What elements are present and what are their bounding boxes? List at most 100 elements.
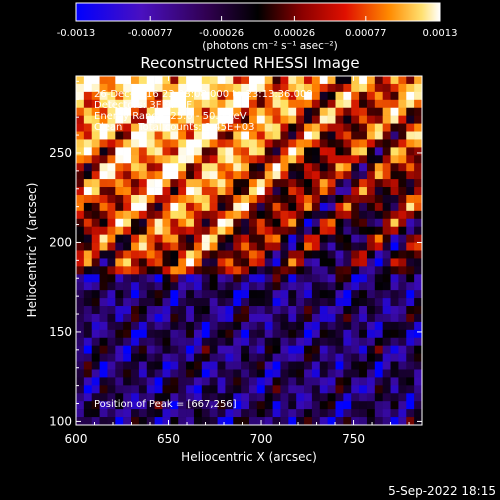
heatmap-cell xyxy=(123,194,132,204)
heatmap-cell xyxy=(138,409,148,418)
heatmap-cell xyxy=(264,274,273,283)
heatmap-cell xyxy=(304,250,313,259)
heatmap-cell xyxy=(406,163,415,172)
heatmap-cell xyxy=(83,361,93,370)
heatmap-cell xyxy=(201,361,210,370)
heatmap-cell xyxy=(288,123,297,132)
heatmap-cell xyxy=(398,393,407,402)
heatmap-cell xyxy=(288,76,297,85)
heatmap-cell xyxy=(162,417,171,426)
heatmap-cell xyxy=(146,91,155,101)
heatmap-cell xyxy=(288,417,297,426)
heatmap-cell xyxy=(351,99,360,109)
heatmap-cell xyxy=(107,234,116,243)
heatmap-cell xyxy=(99,234,108,243)
heatmap-cell xyxy=(311,147,321,156)
heatmap-cell xyxy=(225,218,234,227)
heatmap-cell xyxy=(256,401,266,410)
heatmap-cell xyxy=(201,202,210,212)
heatmap-cell xyxy=(311,234,321,243)
heatmap-cell xyxy=(146,298,155,307)
heatmap-cell xyxy=(327,234,336,243)
heatmap-cell xyxy=(359,171,368,180)
heatmap-cell xyxy=(83,131,93,140)
heatmap-cell xyxy=(280,409,289,418)
heatmap-cell xyxy=(225,123,234,132)
heatmap-cell xyxy=(131,91,140,101)
heatmap-cell xyxy=(83,115,93,124)
heatmap-cell xyxy=(241,115,250,124)
heatmap-cell xyxy=(335,353,344,362)
heatmap-cell xyxy=(351,242,360,251)
heatmap-cell xyxy=(91,234,100,243)
heatmap-cell xyxy=(311,155,321,164)
heatmap-cell xyxy=(107,107,116,116)
heatmap-cell xyxy=(390,409,399,418)
heatmap-cell xyxy=(170,187,179,196)
heatmap-cell xyxy=(280,147,289,156)
heatmap-cell xyxy=(76,99,85,109)
heatmap-cell xyxy=(186,202,195,212)
heatmap-cell xyxy=(131,163,140,172)
heatmap-cell xyxy=(193,171,203,180)
heatmap-cell xyxy=(406,194,415,204)
heatmap-cell xyxy=(304,171,313,180)
heatmap-cell xyxy=(311,202,321,212)
heatmap-cell xyxy=(366,226,376,235)
heatmap-cell xyxy=(264,306,273,315)
heatmap-cell xyxy=(327,282,336,291)
heatmap-cell xyxy=(398,218,407,227)
heatmap-cell xyxy=(280,306,289,315)
heatmap-cell xyxy=(217,242,226,251)
heatmap-cell xyxy=(178,163,187,172)
heatmap-cell xyxy=(154,401,163,410)
heatmap-cell xyxy=(201,115,210,124)
heatmap-cell xyxy=(296,393,305,402)
heatmap-cell xyxy=(359,107,368,116)
heatmap-cell xyxy=(256,242,266,251)
heatmap-cell xyxy=(335,131,344,140)
heatmap-cell xyxy=(186,107,195,116)
heatmap-cell xyxy=(264,99,273,109)
heatmap-cell xyxy=(343,306,352,315)
heatmap-cell xyxy=(131,282,140,291)
heatmap-cell xyxy=(162,242,171,251)
heatmap-cell xyxy=(272,266,281,275)
heatmap-cell xyxy=(186,306,195,315)
heatmap-cell xyxy=(131,171,140,180)
heatmap-cell xyxy=(209,179,218,188)
heatmap-cell xyxy=(327,99,336,109)
heatmap-cell xyxy=(123,369,132,378)
heatmap-cell xyxy=(241,282,250,291)
heatmap-cell xyxy=(382,417,391,426)
heatmap-cell xyxy=(256,329,266,339)
heatmap-cell xyxy=(343,202,352,212)
heatmap-cell xyxy=(311,187,321,196)
heatmap-cell xyxy=(217,187,226,196)
heatmap-cell xyxy=(241,313,250,323)
heatmap-cell xyxy=(162,131,171,140)
heatmap-cell xyxy=(233,194,242,204)
heatmap-cell xyxy=(217,155,226,164)
heatmap-cell xyxy=(414,266,423,275)
heatmap-cell xyxy=(414,107,423,116)
heatmap-cell xyxy=(406,107,415,116)
heatmap-cell xyxy=(193,115,203,124)
heatmap-cell xyxy=(249,99,258,109)
heatmap-cell xyxy=(154,115,163,124)
heatmap-cell xyxy=(398,266,407,275)
heatmap-cell xyxy=(170,266,179,275)
heatmap-cell xyxy=(311,266,321,275)
heatmap-cell xyxy=(374,393,383,402)
heatmap-cell xyxy=(107,274,116,283)
heatmap-cell xyxy=(296,76,305,85)
heatmap-cell xyxy=(99,147,108,156)
y-tick-label: 100 xyxy=(49,414,72,428)
heatmap-cell xyxy=(131,353,140,362)
heatmap-cell xyxy=(115,202,124,212)
heatmap-cell xyxy=(138,194,148,204)
heatmap-cell xyxy=(225,250,234,259)
heatmap-cell xyxy=(343,321,352,331)
heatmap-cell xyxy=(366,369,376,378)
heatmap-cell xyxy=(225,329,234,339)
